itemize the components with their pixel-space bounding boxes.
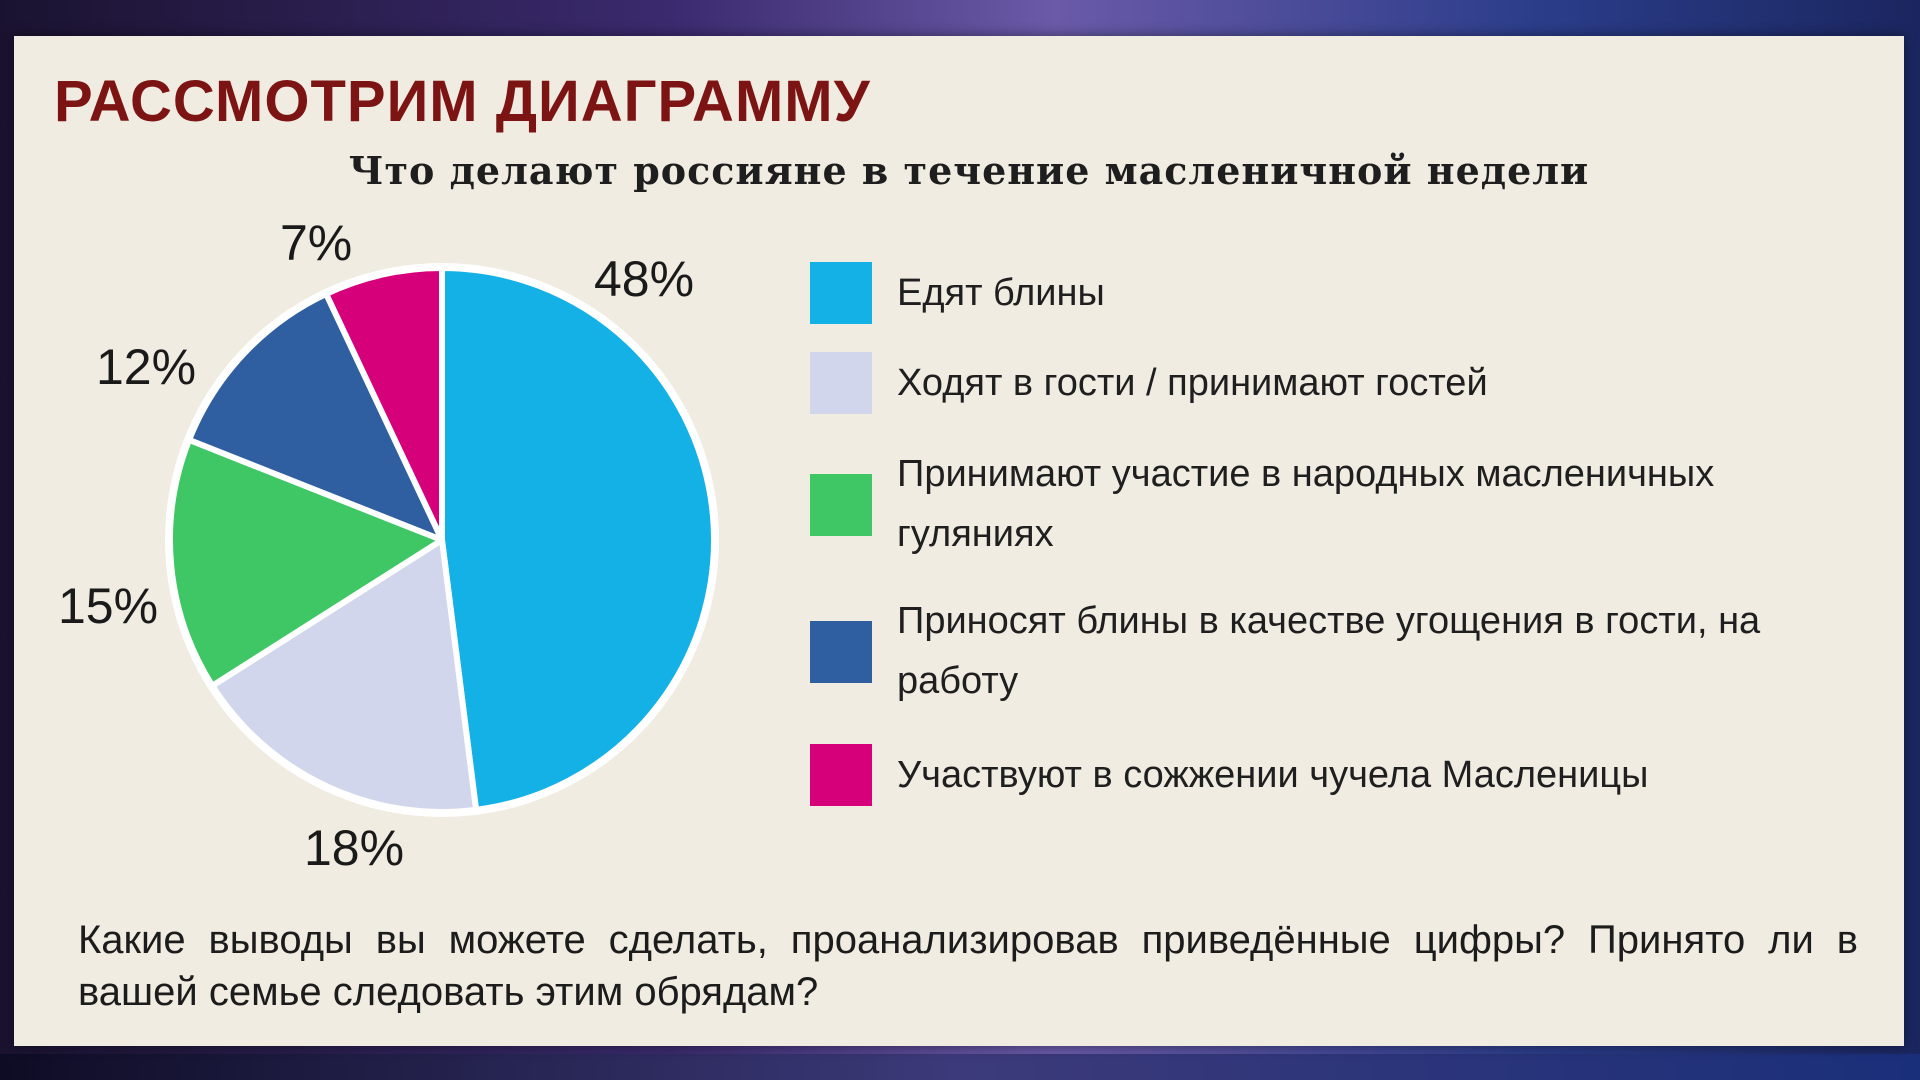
legend-swatch [810, 262, 872, 324]
slice-label-0: 48% [594, 251, 695, 307]
pie-slice-3 [186, 290, 445, 543]
legend-swatch [810, 352, 872, 414]
pie-slice-0 [439, 265, 717, 813]
legend-label: Приносят блины в качестве угощения в гос… [897, 600, 1761, 702]
legend-label: Участвуют в сожжении чучела Масленицы [897, 754, 1649, 796]
pie-slice-4 [323, 265, 445, 543]
pie-chart [165, 263, 719, 817]
legend-label: Принимают участие в народных масленичных… [897, 453, 1715, 555]
discussion-question: Какие выводы вы можете сделать, проанали… [78, 918, 1858, 1014]
legend-swatch [810, 744, 872, 806]
legend-swatch [810, 474, 872, 536]
legend-label: Едят блины [897, 272, 1105, 314]
pie-slice-2 [167, 436, 445, 689]
slide-heading: РАССМОТРИМ ДИАГРАММУ [54, 69, 871, 134]
slice-label-4: 7% [280, 215, 353, 271]
bottom-decor-strip [0, 1054, 1920, 1080]
slice-label-2: 15% [58, 578, 159, 634]
slice-label-3: 12% [96, 339, 197, 395]
slide-card: РАССМОТРИМ ДИАГРАММУ Что делают россияне… [14, 36, 1904, 1046]
slice-label-1: 18% [304, 820, 405, 876]
pie-slice-1 [209, 537, 480, 815]
legend-swatch [810, 621, 872, 683]
chart-title: Что делают россияне в течение масленично… [348, 148, 1590, 193]
legend-label: Ходят в гости / принимают гостей [897, 362, 1488, 404]
